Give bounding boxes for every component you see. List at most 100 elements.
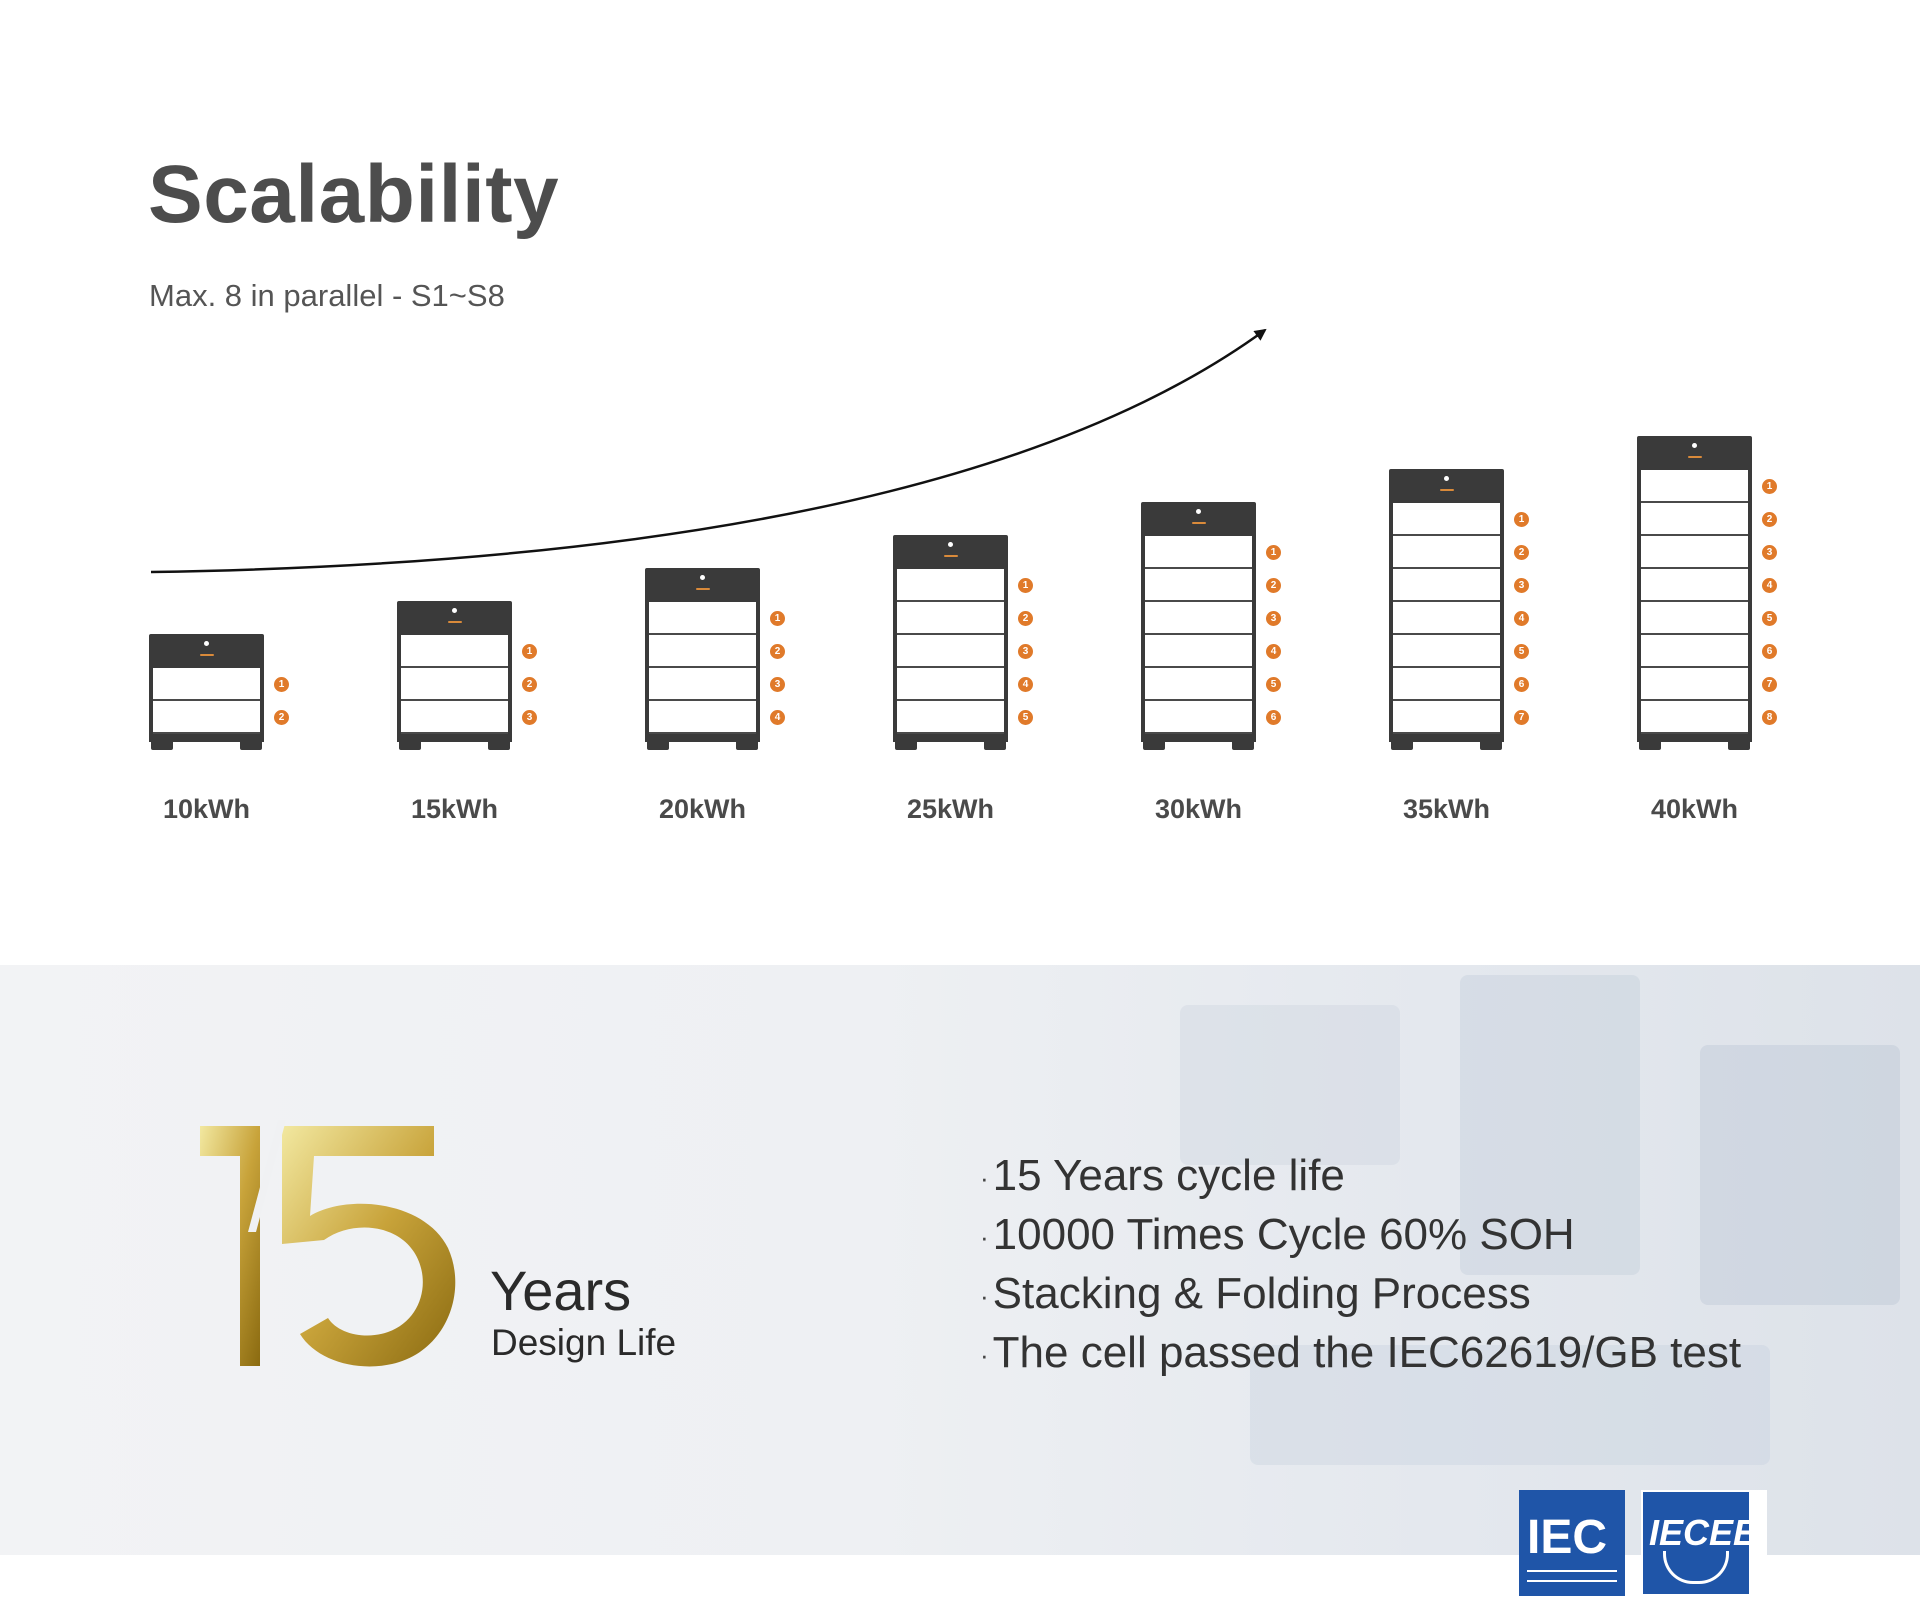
page-subtitle: Max. 8 in parallel - S1~S8 bbox=[149, 278, 505, 313]
stack-foot bbox=[984, 742, 1006, 750]
background-shape bbox=[1180, 1005, 1400, 1165]
feature-item: ·10000 Times Cycle 60% SOH bbox=[980, 1210, 1575, 1259]
module-number-badge: 2 bbox=[522, 677, 537, 692]
battery-module bbox=[649, 635, 756, 668]
digit-one bbox=[200, 1126, 260, 1366]
module-column bbox=[893, 569, 1008, 734]
battery-module bbox=[649, 701, 756, 734]
control-unit bbox=[397, 601, 512, 635]
stack-foot bbox=[1143, 742, 1165, 750]
feature-item: ·Stacking & Folding Process bbox=[980, 1269, 1531, 1318]
control-unit bbox=[149, 634, 264, 668]
module-number-badge: 6 bbox=[1762, 644, 1777, 659]
stack-foot bbox=[895, 742, 917, 750]
battery-module bbox=[1641, 701, 1748, 734]
module-number-badge: 1 bbox=[1762, 479, 1777, 494]
stack-base bbox=[397, 734, 512, 742]
module-number-badge: 8 bbox=[1762, 710, 1777, 725]
battery-module bbox=[1145, 635, 1252, 668]
power-indicator bbox=[1692, 443, 1697, 448]
stack-foot bbox=[240, 742, 262, 750]
battery-module bbox=[1641, 602, 1748, 635]
brand-mark bbox=[199, 654, 214, 656]
background-shape bbox=[1700, 1045, 1900, 1305]
growth-arrow bbox=[150, 328, 1267, 574]
battery-module bbox=[649, 668, 756, 701]
battery-stack bbox=[645, 568, 760, 750]
stack-base bbox=[1389, 734, 1504, 742]
battery-module bbox=[1145, 602, 1252, 635]
module-number-badge: 3 bbox=[1018, 644, 1033, 659]
background-shape bbox=[1460, 975, 1640, 1275]
module-number-badge: 2 bbox=[770, 644, 785, 659]
module-number-badge: 5 bbox=[1762, 611, 1777, 626]
stack-foot bbox=[151, 742, 173, 750]
stack-foot bbox=[736, 742, 758, 750]
module-number-badge: 5 bbox=[1266, 677, 1281, 692]
battery-module bbox=[1641, 569, 1748, 602]
battery-module bbox=[1393, 503, 1500, 536]
module-number-badge: 1 bbox=[522, 644, 537, 659]
battery-module bbox=[1145, 701, 1252, 734]
capacity-label: 30kWh bbox=[1154, 794, 1243, 824]
battery-module bbox=[1641, 503, 1748, 536]
module-column bbox=[645, 602, 760, 734]
stack-base bbox=[645, 734, 760, 742]
stack-base bbox=[1141, 734, 1256, 742]
stack-foot bbox=[647, 742, 669, 750]
battery-module bbox=[401, 635, 508, 668]
brand-mark bbox=[1439, 489, 1454, 491]
battery-module bbox=[1393, 701, 1500, 734]
brand-mark bbox=[1191, 522, 1206, 524]
module-column bbox=[1389, 503, 1504, 734]
stack-base bbox=[1637, 734, 1752, 742]
stack-foot bbox=[1480, 742, 1502, 750]
module-column bbox=[1637, 470, 1752, 734]
module-number-badge: 4 bbox=[1762, 578, 1777, 593]
module-number-badge: 5 bbox=[1018, 710, 1033, 725]
stack-base bbox=[149, 734, 264, 742]
module-column bbox=[149, 668, 264, 734]
page-title: Scalability bbox=[148, 149, 560, 240]
iecee-logo: IECEE bbox=[1641, 1490, 1767, 1596]
module-number-badge: 4 bbox=[1018, 677, 1033, 692]
battery-module bbox=[1393, 536, 1500, 569]
brand-mark bbox=[943, 555, 958, 557]
feature-item: ·15 Years cycle life bbox=[980, 1151, 1345, 1200]
control-unit bbox=[1637, 436, 1752, 470]
battery-module bbox=[649, 602, 756, 635]
iecee-logo-text: IECEE bbox=[1649, 1512, 1758, 1553]
feature-text: 10000 Times Cycle 60% SOH bbox=[992, 1210, 1575, 1259]
module-number-badge: 4 bbox=[1514, 611, 1529, 626]
battery-stack bbox=[1637, 436, 1752, 750]
module-number-badge: 2 bbox=[1514, 545, 1529, 560]
module-number-badge: 2 bbox=[1018, 611, 1033, 626]
battery-module bbox=[897, 668, 1004, 701]
battery-module bbox=[1393, 569, 1500, 602]
stack-foot bbox=[1391, 742, 1413, 750]
module-number-badge: 4 bbox=[1266, 644, 1281, 659]
capacity-label: 15kWh bbox=[410, 794, 499, 824]
iec-logo: IEC bbox=[1519, 1490, 1625, 1596]
module-number-badge: 7 bbox=[1762, 677, 1777, 692]
fifteen-graphic bbox=[200, 1120, 456, 1367]
module-number-badge: 3 bbox=[770, 677, 785, 692]
battery-module bbox=[1393, 635, 1500, 668]
battery-module bbox=[401, 701, 508, 734]
digit-five bbox=[282, 1126, 456, 1367]
module-number-badge: 3 bbox=[522, 710, 537, 725]
battery-stack bbox=[149, 634, 264, 750]
battery-module bbox=[1145, 668, 1252, 701]
stack-foot bbox=[1728, 742, 1750, 750]
module-number-badge: 6 bbox=[1266, 710, 1281, 725]
years-label: Years bbox=[490, 1259, 632, 1322]
capacity-label: 10kWh bbox=[162, 794, 251, 824]
stack-foot bbox=[488, 742, 510, 750]
control-unit bbox=[1389, 469, 1504, 503]
iec-logo-lines bbox=[1527, 1570, 1617, 1582]
battery-module bbox=[153, 668, 260, 701]
stack-foot bbox=[1639, 742, 1661, 750]
battery-module bbox=[401, 668, 508, 701]
battery-module bbox=[897, 602, 1004, 635]
control-unit bbox=[1141, 502, 1256, 536]
